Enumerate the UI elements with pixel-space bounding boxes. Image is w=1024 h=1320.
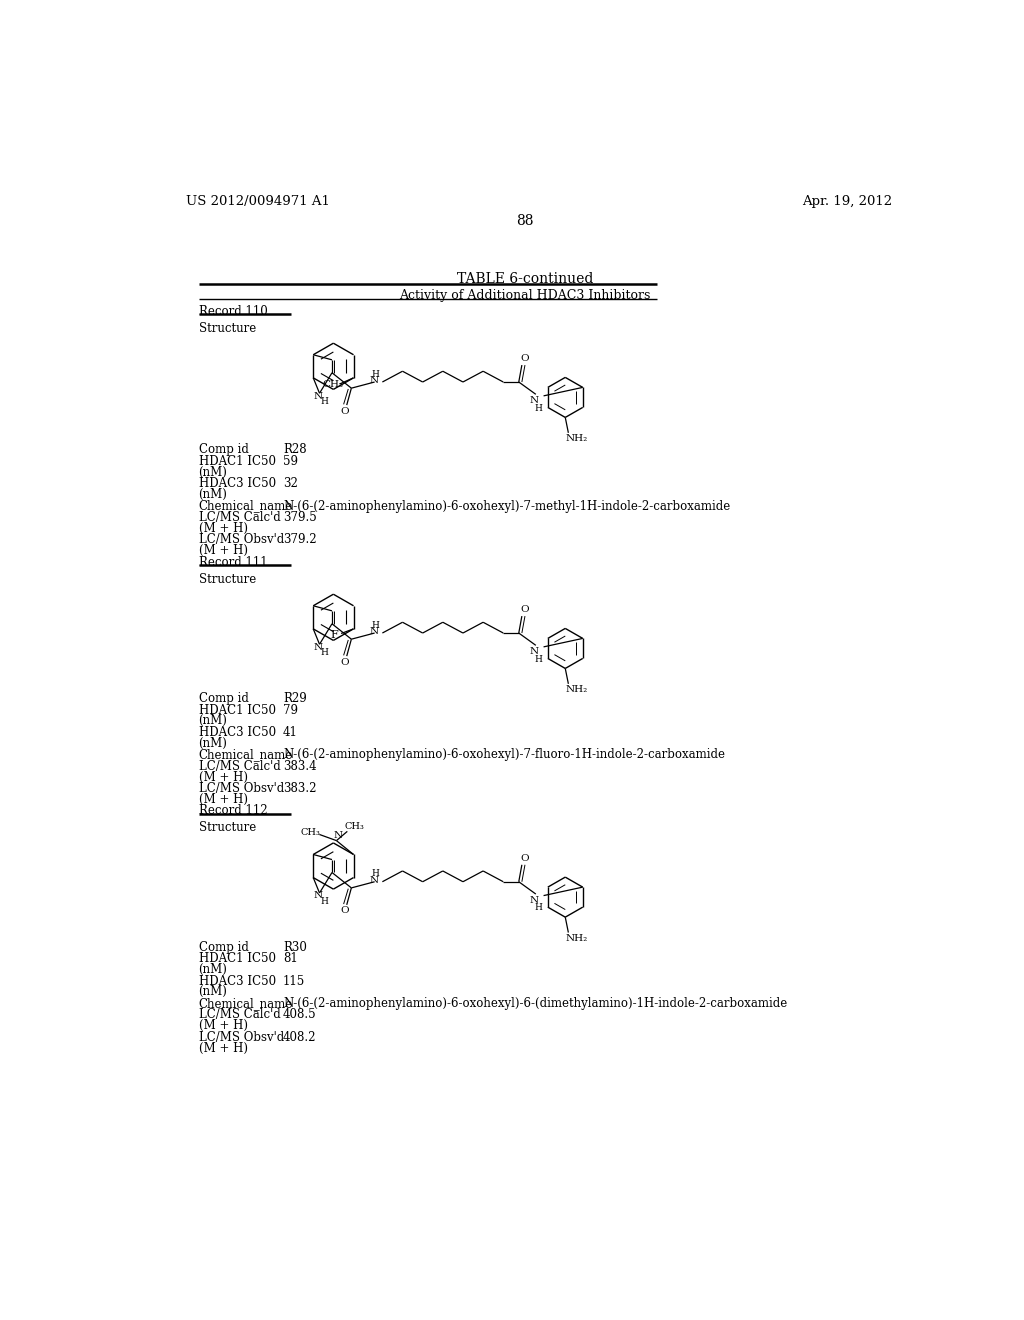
Text: O: O: [520, 354, 529, 363]
Text: US 2012/0094971 A1: US 2012/0094971 A1: [186, 195, 330, 209]
Text: HDAC1 IC50: HDAC1 IC50: [199, 952, 275, 965]
Text: LC/MS Calc'd: LC/MS Calc'd: [199, 1008, 281, 1022]
Text: Chemical_name: Chemical_name: [199, 997, 293, 1010]
Text: (M + H): (M + H): [199, 1019, 248, 1032]
Text: HDAC3 IC50: HDAC3 IC50: [199, 726, 275, 739]
Text: 379.2: 379.2: [283, 533, 316, 546]
Text: LC/MS Obsv'd: LC/MS Obsv'd: [199, 533, 284, 546]
Text: N: N: [313, 891, 323, 900]
Text: O: O: [341, 407, 349, 416]
Text: Apr. 19, 2012: Apr. 19, 2012: [802, 195, 892, 209]
Text: LC/MS Calc'd: LC/MS Calc'd: [199, 760, 281, 772]
Text: Chemical_name: Chemical_name: [199, 748, 293, 762]
Text: Record 111: Record 111: [199, 556, 267, 569]
Text: (M + H): (M + H): [199, 793, 248, 807]
Text: H: H: [372, 870, 380, 878]
Text: H: H: [321, 397, 328, 407]
Text: Record 112: Record 112: [199, 804, 267, 817]
Text: 115: 115: [283, 974, 305, 987]
Text: Structure: Structure: [199, 322, 256, 335]
Text: N-(6-(2-aminophenylamino)-6-oxohexyl)-7-methyl-1H-indole-2-carboxamide: N-(6-(2-aminophenylamino)-6-oxohexyl)-7-…: [283, 499, 730, 512]
Text: 59: 59: [283, 455, 298, 467]
Text: R28: R28: [283, 444, 306, 457]
Text: N: N: [334, 832, 342, 841]
Text: (nM): (nM): [199, 985, 227, 998]
Text: Comp id: Comp id: [199, 941, 249, 954]
Text: N: N: [529, 647, 539, 656]
Text: TABLE 6-continued: TABLE 6-continued: [457, 272, 593, 286]
Text: 41: 41: [283, 726, 298, 739]
Text: (nM): (nM): [199, 466, 227, 479]
Text: HDAC1 IC50: HDAC1 IC50: [199, 455, 275, 467]
Text: NH₂: NH₂: [565, 935, 588, 942]
Text: (M + H): (M + H): [199, 521, 248, 535]
Text: R29: R29: [283, 692, 307, 705]
Text: HDAC3 IC50: HDAC3 IC50: [199, 478, 275, 490]
Text: H: H: [372, 370, 380, 379]
Text: Record 110: Record 110: [199, 305, 267, 318]
Text: N: N: [529, 895, 539, 904]
Text: (M + H): (M + H): [199, 771, 248, 784]
Text: 379.5: 379.5: [283, 511, 316, 524]
Text: LC/MS Obsv'd: LC/MS Obsv'd: [199, 781, 284, 795]
Text: H: H: [535, 404, 542, 413]
Text: N: N: [313, 392, 323, 401]
Text: NH₂: NH₂: [565, 434, 588, 444]
Text: (nM): (nM): [199, 488, 227, 502]
Text: O: O: [341, 907, 349, 915]
Text: N-(6-(2-aminophenylamino)-6-oxohexyl)-6-(dimethylamino)-1H-indole-2-carboxamide: N-(6-(2-aminophenylamino)-6-oxohexyl)-6-…: [283, 997, 787, 1010]
Text: (nM): (nM): [199, 964, 227, 975]
Text: LC/MS Calc'd: LC/MS Calc'd: [199, 511, 281, 524]
Text: N: N: [313, 643, 323, 652]
Text: 408.2: 408.2: [283, 1031, 316, 1044]
Text: N: N: [370, 627, 379, 636]
Text: (M + H): (M + H): [199, 544, 248, 557]
Text: Chemical_name: Chemical_name: [199, 499, 293, 512]
Text: O: O: [520, 606, 529, 614]
Text: 32: 32: [283, 478, 298, 490]
Text: 81: 81: [283, 952, 298, 965]
Text: N-(6-(2-aminophenylamino)-6-oxohexyl)-7-fluoro-1H-indole-2-carboxamide: N-(6-(2-aminophenylamino)-6-oxohexyl)-7-…: [283, 748, 725, 762]
Text: CH₃: CH₃: [344, 822, 365, 832]
Text: F: F: [331, 630, 338, 640]
Text: O: O: [341, 657, 349, 667]
Text: Comp id: Comp id: [199, 444, 249, 457]
Text: H: H: [535, 903, 542, 912]
Text: N: N: [370, 376, 379, 385]
Text: 383.4: 383.4: [283, 760, 316, 772]
Text: Comp id: Comp id: [199, 692, 249, 705]
Text: HDAC1 IC50: HDAC1 IC50: [199, 704, 275, 717]
Text: O: O: [520, 854, 529, 863]
Text: 88: 88: [516, 214, 534, 228]
Text: (M + H): (M + H): [199, 1041, 248, 1055]
Text: N: N: [529, 396, 539, 405]
Text: Activity of Additional HDAC3 Inhibitors: Activity of Additional HDAC3 Inhibitors: [399, 289, 650, 302]
Text: (nM): (nM): [199, 737, 227, 750]
Text: Structure: Structure: [199, 821, 256, 834]
Text: NH₂: NH₂: [565, 685, 588, 694]
Text: H: H: [321, 896, 328, 906]
Text: 408.5: 408.5: [283, 1008, 316, 1022]
Text: N: N: [370, 875, 379, 884]
Text: Structure: Structure: [199, 573, 256, 586]
Text: H: H: [321, 648, 328, 657]
Text: HDAC3 IC50: HDAC3 IC50: [199, 974, 275, 987]
Text: CH₃: CH₃: [323, 380, 343, 389]
Text: LC/MS Obsv'd: LC/MS Obsv'd: [199, 1031, 284, 1044]
Text: 383.2: 383.2: [283, 781, 316, 795]
Text: (nM): (nM): [199, 714, 227, 727]
Text: H: H: [535, 655, 542, 664]
Text: CH₃: CH₃: [301, 829, 321, 837]
Text: R30: R30: [283, 941, 307, 954]
Text: H: H: [372, 620, 380, 630]
Text: 79: 79: [283, 704, 298, 717]
